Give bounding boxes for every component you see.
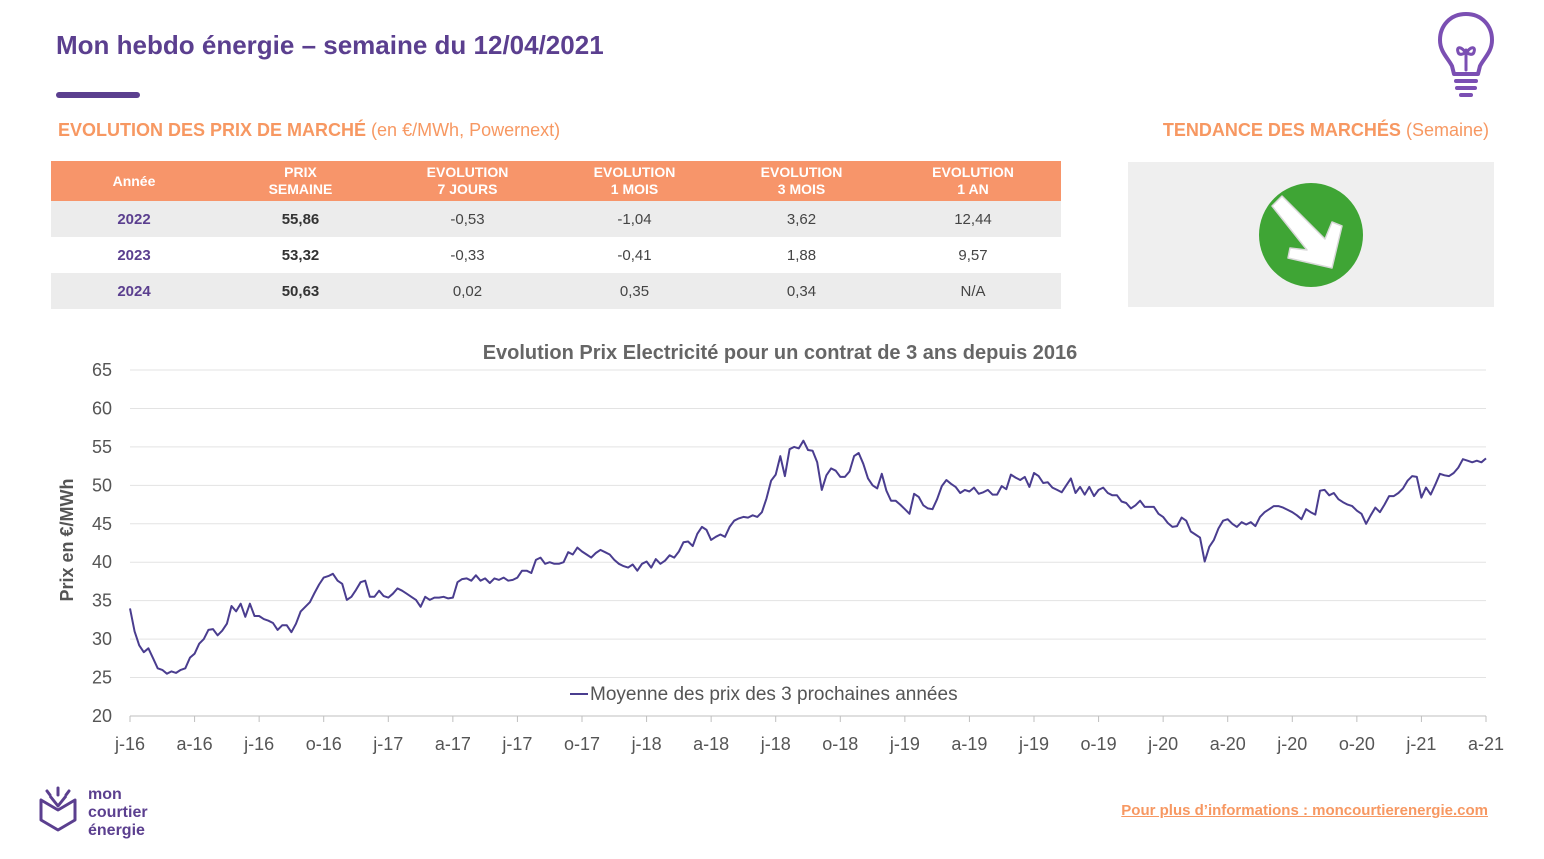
cell-year: 2023 — [51, 237, 217, 273]
cell-evolution-7d: -0,33 — [384, 237, 551, 273]
brand-line-1: mon — [88, 786, 122, 803]
market-trend-heading-period: (Semaine) — [1405, 120, 1489, 140]
x-tick-label: j-17 — [501, 734, 532, 754]
more-info-link[interactable]: Pour plus d’informations : moncourtieren… — [1121, 802, 1488, 819]
x-tick-label: a-20 — [1210, 734, 1246, 754]
chart-grid — [130, 369, 1486, 717]
table-row: 2022 55,86 -0,53 -1,04 3,62 12,44 — [51, 201, 1061, 237]
lightbulb-icon — [1438, 12, 1494, 97]
col-header-evolution-3m: EVOLUTION 3 MOIS — [718, 161, 885, 201]
x-tick-label: a-19 — [951, 734, 987, 754]
chart-legend: Moyenne des prix des 3 prochaines années — [570, 684, 958, 705]
cell-evolution-3m: 1,88 — [718, 237, 885, 273]
x-tick-label: a-18 — [693, 734, 729, 754]
table-row: 2023 53,32 -0,33 -0,41 1,88 9,57 — [51, 237, 1061, 273]
col-header-evolution-7d: EVOLUTION 7 JOURS — [384, 161, 551, 201]
x-tick-label: j-20 — [1147, 734, 1178, 754]
market-prices-heading-bold: EVOLUTION DES PRIX DE MARCHÉ — [58, 120, 367, 140]
y-tick-label: 20 — [92, 706, 112, 726]
brand-line-3: énergie — [88, 822, 145, 839]
x-axis: j-16 a-16 j-16 o-16 j-17 a-17 j-17 o-17 j-18 a-18… — [114, 716, 1504, 754]
y-tick-label: 25 — [92, 668, 112, 688]
market-trend-panel — [1128, 162, 1494, 307]
col-header-evolution-1m: EVOLUTION 1 MOIS — [551, 161, 718, 201]
x-tick-label: o-20 — [1339, 734, 1375, 754]
brand-line-2: courtier — [88, 804, 148, 821]
x-tick-label: j-18 — [631, 734, 662, 754]
col-header-weekly-price: PRIX SEMAINE — [217, 161, 384, 201]
y-tick-label: 55 — [92, 437, 112, 457]
y-axis-label: Prix en €/MWh — [57, 478, 77, 601]
x-tick-label: j-16 — [114, 734, 145, 754]
cell-evolution-3m: 3,62 — [718, 201, 885, 237]
x-tick-label: j-18 — [760, 734, 791, 754]
y-axis: 20 25 30 35 40 45 50 55 60 65 — [92, 360, 112, 726]
market-prices-heading: EVOLUTION DES PRIX DE MARCHÉ (en €/MWh, … — [58, 120, 560, 141]
cell-evolution-1y: N/A — [885, 273, 1061, 309]
cell-evolution-1m: -1,04 — [551, 201, 718, 237]
table-row: 2024 50,63 0,02 0,35 0,34 N/A — [51, 273, 1061, 309]
cell-evolution-3m: 0,34 — [718, 273, 885, 309]
x-tick-label: j-20 — [1276, 734, 1307, 754]
cell-evolution-1m: -0,41 — [551, 237, 718, 273]
y-tick-label: 50 — [92, 475, 112, 495]
cell-evolution-7d: -0,53 — [384, 201, 551, 237]
price-evolution-chart: Evolution Prix Electricité pour un contr… — [57, 342, 1504, 754]
y-tick-label: 60 — [92, 398, 112, 418]
price-table: Année PRIX SEMAINE EVOLUTION 7 JOURS EVOLU… — [51, 161, 1061, 309]
chart-title: Evolution Prix Electricité pour un contr… — [483, 342, 1078, 364]
cell-year: 2024 — [51, 273, 217, 309]
cell-evolution-7d: 0,02 — [384, 273, 551, 309]
cell-evolution-1y: 9,57 — [885, 237, 1061, 273]
y-tick-label: 35 — [92, 591, 112, 611]
y-tick-label: 65 — [92, 360, 112, 380]
title-underline — [56, 92, 140, 98]
cell-evolution-1m: 0,35 — [551, 273, 718, 309]
market-prices-heading-unit: (en €/MWh, Powernext) — [371, 120, 561, 140]
x-tick-label: j-19 — [889, 734, 920, 754]
x-tick-label: j-17 — [372, 734, 403, 754]
x-tick-label: o-18 — [822, 734, 858, 754]
cell-price: 55,86 — [217, 201, 384, 237]
y-tick-label: 45 — [92, 514, 112, 534]
x-tick-label: a-17 — [435, 734, 471, 754]
col-header-evolution-1y: EVOLUTION 1 AN — [885, 161, 1061, 201]
market-trend-heading: TENDANCE DES MARCHÉS (Semaine) — [1163, 120, 1489, 141]
arrow-down-right-icon — [1259, 183, 1363, 287]
col-header-year: Année — [51, 161, 217, 201]
cell-year: 2022 — [51, 201, 217, 237]
x-tick-label: o-19 — [1081, 734, 1117, 754]
x-tick-label: j-16 — [243, 734, 274, 754]
cell-price: 50,63 — [217, 273, 384, 309]
x-tick-label: o-16 — [306, 734, 342, 754]
x-tick-label: j-21 — [1405, 734, 1436, 754]
page-title: Mon hebdo énergie – semaine du 12/04/202… — [56, 30, 604, 60]
market-trend-heading-bold: TENDANCE DES MARCHÉS — [1162, 120, 1401, 140]
x-tick-label: a-21 — [1468, 734, 1504, 754]
mon-courtier-energie-logo — [39, 786, 77, 832]
brand-logo: mon courtier énergie — [38, 786, 148, 839]
legend-label: Moyenne des prix des 3 prochaines années — [590, 684, 958, 705]
y-tick-label: 40 — [92, 552, 112, 572]
y-tick-label: 30 — [92, 629, 112, 649]
price-table-header: Année PRIX SEMAINE EVOLUTION 7 JOURS EVOLU… — [51, 161, 1061, 201]
cell-evolution-1y: 12,44 — [885, 201, 1061, 237]
x-tick-label: j-19 — [1018, 734, 1049, 754]
x-tick-label: o-17 — [564, 734, 600, 754]
x-tick-label: a-16 — [177, 734, 213, 754]
series-line — [129, 439, 1487, 675]
cell-price: 53,32 — [217, 237, 384, 273]
